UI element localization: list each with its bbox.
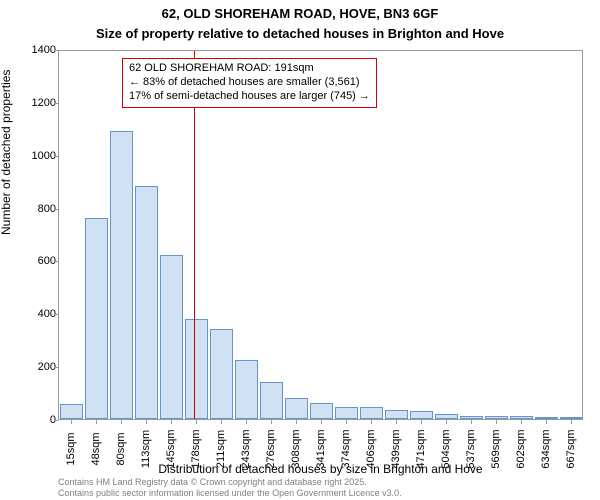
x-tick-label: 439sqm [390,429,402,468]
annotation-line: 62 OLD SHOREHAM ROAD: 191sqm [129,62,370,76]
x-tick-label: 504sqm [440,429,452,468]
histogram-bar [85,218,109,419]
x-tick-label: 211sqm [215,430,227,468]
chart-title-line2: Size of property relative to detached ho… [0,26,600,41]
x-tick-mark [546,420,547,424]
x-tick-label: 308sqm [290,429,302,468]
y-tick-mark [54,261,58,262]
x-tick-mark [396,420,397,424]
x-tick-mark [121,420,122,424]
annotation-line: ← 83% of detached houses are smaller (3,… [129,76,370,90]
x-tick-label: 667sqm [565,429,577,468]
x-tick-label: 276sqm [265,429,277,468]
histogram-bar [485,416,509,419]
x-tick-label: 406sqm [365,429,377,468]
x-tick-mark [446,420,447,424]
y-tick-mark [54,103,58,104]
x-tick-label: 341sqm [315,429,327,468]
y-axis-label: Number of detached properties [0,70,13,235]
x-tick-mark [246,420,247,424]
x-tick-mark [96,420,97,424]
histogram-bar [160,255,184,419]
x-tick-label: 374sqm [340,429,352,468]
x-tick-label: 178sqm [190,429,202,468]
annotation-box: 62 OLD SHOREHAM ROAD: 191sqm← 83% of det… [122,58,377,107]
y-tick-mark [54,420,58,421]
histogram-bar [310,403,334,419]
histogram-bar [235,360,259,419]
histogram-bar [110,131,134,419]
x-tick-mark [271,420,272,424]
histogram-bar [360,407,384,419]
x-tick-mark [221,420,222,424]
histogram-bar [435,414,459,419]
x-tick-label: 145sqm [165,429,177,468]
annotation-line: 17% of semi-detached houses are larger (… [129,90,370,104]
y-tick-label: 1000 [32,150,56,162]
x-tick-mark [371,420,372,424]
x-tick-label: 15sqm [65,432,77,465]
histogram-bar [185,319,209,419]
plot-area: 62 OLD SHOREHAM ROAD: 191sqm← 83% of det… [58,50,583,420]
x-tick-mark [421,420,422,424]
attribution-text: Contains HM Land Registry data © Crown c… [58,477,402,498]
x-tick-mark [296,420,297,424]
x-tick-mark [496,420,497,424]
y-tick-mark [54,209,58,210]
histogram-bar [535,417,559,419]
y-tick-mark [54,367,58,368]
x-tick-label: 602sqm [515,429,527,468]
x-tick-label: 243sqm [240,429,252,468]
histogram-bar [210,329,234,419]
histogram-bar [385,410,409,419]
histogram-bar [335,407,359,419]
x-tick-mark [146,420,147,424]
x-tick-mark [171,420,172,424]
x-tick-mark [71,420,72,424]
x-tick-mark [196,420,197,424]
histogram-bar [410,411,434,419]
x-tick-mark [321,420,322,424]
chart-title-line1: 62, OLD SHOREHAM ROAD, HOVE, BN3 6GF [0,6,600,21]
histogram-bar [260,382,284,419]
histogram-bar [285,398,309,419]
x-tick-mark [521,420,522,424]
x-tick-mark [346,420,347,424]
histogram-bar [460,416,484,419]
histogram-bar [60,404,84,419]
chart-container: { "title_line1": "62, OLD SHOREHAM ROAD,… [0,0,600,500]
y-tick-mark [54,314,58,315]
attribution-line: Contains public sector information licen… [58,488,402,498]
x-tick-label: 471sqm [415,429,427,468]
x-tick-label: 569sqm [490,429,502,468]
histogram-bar [560,417,584,419]
x-tick-mark [571,420,572,424]
y-tick-mark [54,156,58,157]
x-tick-label: 634sqm [540,429,552,468]
histogram-bar [510,416,534,419]
attribution-line: Contains HM Land Registry data © Crown c… [58,477,402,487]
y-tick-label: 1200 [32,97,56,109]
x-tick-label: 113sqm [140,430,152,468]
x-tick-mark [471,420,472,424]
histogram-bar [135,186,159,419]
y-tick-mark [54,50,58,51]
y-tick-label: 1400 [32,44,56,56]
x-tick-label: 80sqm [115,432,127,465]
x-tick-label: 48sqm [90,432,102,465]
x-tick-label: 537sqm [465,429,477,468]
